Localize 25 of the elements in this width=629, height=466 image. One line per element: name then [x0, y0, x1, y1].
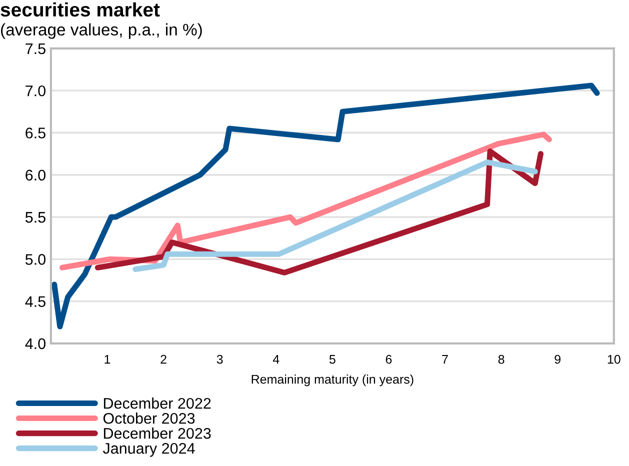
x-tick-label: 5 [329, 355, 336, 364]
chart-title: securities market [0, 2, 160, 17]
y-tick-label: 6.0 [26, 170, 46, 181]
x-tick-label: 7 [442, 355, 448, 364]
x-tick-label: 4 [272, 355, 280, 364]
x-tick-label: 3 [216, 354, 223, 364]
legend-label: January 2024 [102, 442, 195, 457]
x-tick-label: 1 [104, 355, 110, 364]
y-tick-label: 5.5 [25, 212, 46, 223]
y-tick-label: 4.5 [25, 296, 46, 307]
y-tick-label: 7.0 [26, 85, 46, 96]
x-tick-label: 2 [160, 354, 166, 364]
y-tick-label: 7.5 [26, 43, 46, 54]
x-tick-label: 9 [554, 354, 560, 364]
x-axis-title: Remaining maturity (in years) [252, 374, 414, 386]
x-tick-label: 10 [608, 354, 620, 364]
y-tick-label: 6.5 [26, 128, 46, 138]
legend-label: October 2023 [103, 412, 195, 424]
y-tick-label: 4.0 [25, 338, 46, 350]
chart-subtitle: (average values, p.a., in %) [1, 23, 202, 39]
legend-label: December 2022 [104, 398, 211, 409]
x-tick-label: 8 [498, 354, 504, 364]
legend-label: December 2023 [104, 428, 211, 439]
y-tick-label: 5.0 [25, 254, 46, 265]
x-tick-label: 6 [386, 354, 392, 364]
